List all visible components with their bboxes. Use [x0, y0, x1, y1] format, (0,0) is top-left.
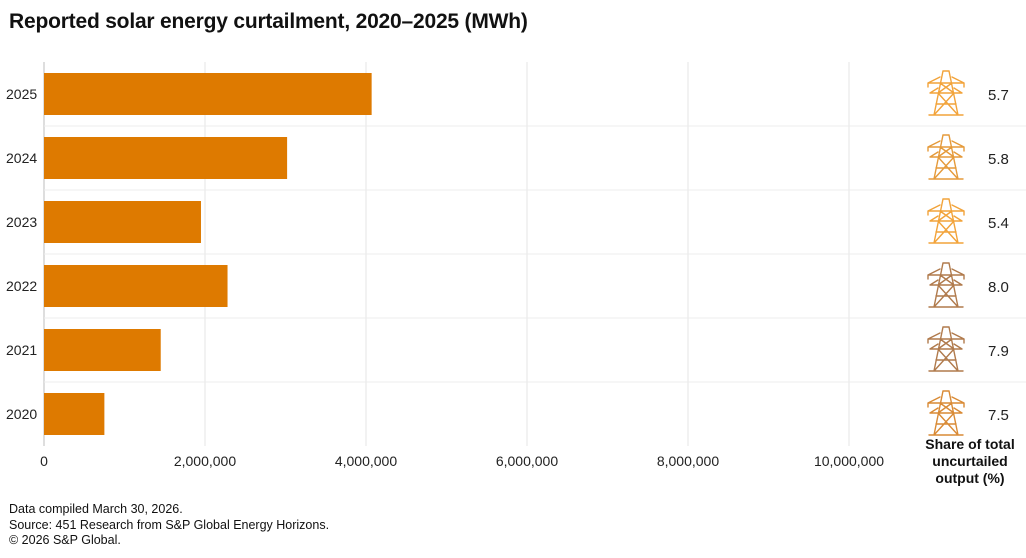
tower-outline [927, 198, 965, 244]
share-column: 5.7 5.8 5.4 8.0 7.9 7.5 [927, 70, 1009, 436]
share-value: 7.5 [988, 407, 1009, 424]
category-label: 2021 [6, 342, 37, 358]
tower-outline [927, 134, 965, 180]
x-tick-label: 4,000,000 [335, 453, 397, 469]
footer: Data compiled March 30, 2026. Source: 45… [9, 502, 329, 549]
bar-2021 [44, 329, 161, 371]
horizontal-gridlines [44, 125, 1026, 383]
x-tick-label: 2,000,000 [174, 453, 236, 469]
share-value: 5.7 [988, 87, 1009, 104]
bars [44, 73, 372, 435]
chart-title: Reported solar energy curtailment, 2020–… [9, 10, 528, 33]
category-label: 2020 [6, 406, 37, 422]
footer-copyright: © 2026 S&P Global. [9, 533, 121, 547]
share-value: 7.9 [988, 343, 1009, 360]
bar-2025 [44, 73, 372, 115]
transmission-tower-icon [927, 262, 965, 308]
x-tick-label: 10,000,000 [814, 453, 884, 469]
transmission-tower-icon [927, 70, 965, 116]
category-labels: 2025 2024 2023 2022 2021 2020 [6, 86, 37, 422]
category-label: 2022 [6, 278, 37, 294]
x-tick-label: 0 [40, 453, 48, 469]
share-column-title: Share of total uncurtailed output (%) [925, 436, 1015, 486]
bar-2020 [44, 393, 105, 435]
bar-2023 [44, 201, 201, 243]
transmission-tower-icon [927, 134, 965, 180]
category-label: 2024 [6, 150, 37, 166]
share-value: 8.0 [988, 279, 1009, 296]
transmission-tower-icon [927, 326, 965, 372]
bar-2024 [44, 137, 288, 179]
bar-chart: 2025 2024 2023 2022 2021 2020 0 2,000,000 4,000… [6, 62, 1026, 469]
transmission-tower-icon [927, 198, 965, 244]
bar-2022 [44, 265, 228, 307]
footer-date: Data compiled March 30, 2026. [9, 502, 183, 516]
tower-outline [927, 70, 965, 116]
x-tick-label: 8,000,000 [657, 453, 719, 469]
tower-outline [927, 326, 965, 372]
tower-outline [927, 390, 965, 436]
transmission-tower-icon [927, 390, 965, 436]
category-label: 2025 [6, 86, 37, 102]
x-axis-tick-labels: 0 2,000,000 4,000,000 6,000,000 8,000,000 10,… [40, 453, 884, 469]
share-value: 5.8 [988, 151, 1009, 168]
tower-outline [927, 262, 965, 308]
footer-source: Source: 451 Research from S&P Global Ene… [9, 517, 330, 532]
share-value: 5.4 [988, 215, 1009, 232]
category-label: 2023 [6, 214, 37, 230]
x-tick-label: 6,000,000 [496, 453, 558, 469]
